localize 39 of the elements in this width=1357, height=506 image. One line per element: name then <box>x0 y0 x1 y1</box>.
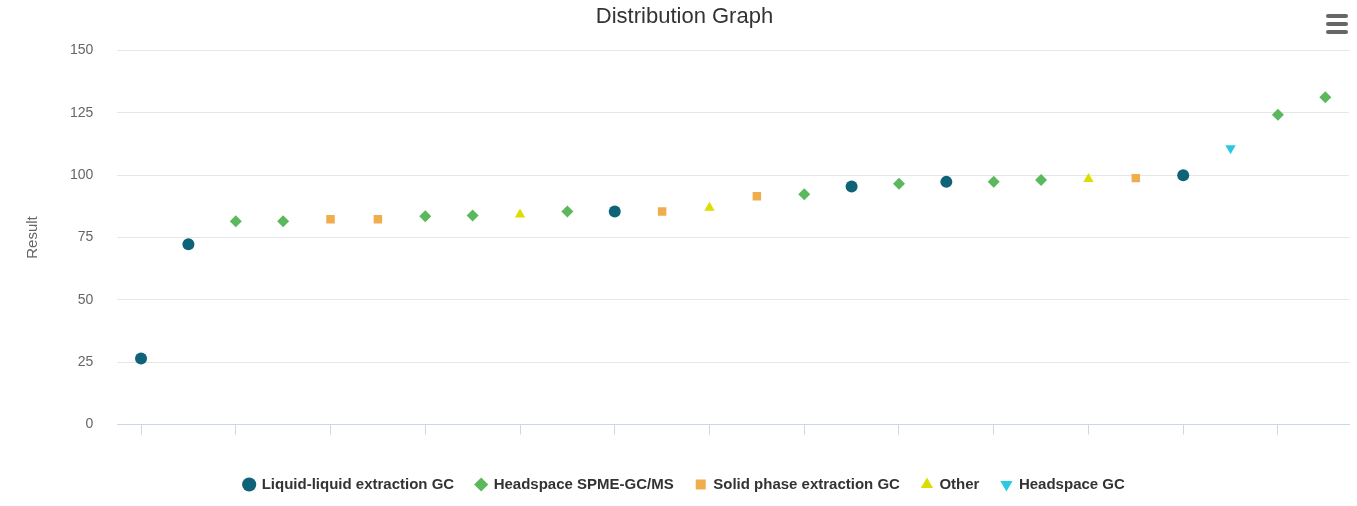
point <box>326 215 335 224</box>
point <box>561 205 574 218</box>
y-tick-label: 75 <box>77 228 94 245</box>
y-tick-label: 125 <box>70 103 94 120</box>
legend-label: Liquid-liquid extraction GC <box>261 474 455 492</box>
point <box>892 177 905 190</box>
y-tick-label: 100 <box>70 165 94 182</box>
point <box>373 215 383 224</box>
point <box>1271 108 1284 121</box>
point <box>1177 169 1190 182</box>
point <box>752 192 762 201</box>
legend-label: Headspace GC <box>1018 474 1125 492</box>
point <box>182 238 195 251</box>
point <box>1225 145 1236 155</box>
y-axis-title: Result <box>23 215 41 259</box>
point <box>1319 91 1332 104</box>
y-tick-label: 50 <box>77 290 94 307</box>
point <box>229 215 242 228</box>
chart-title: Distribution Graph <box>595 3 774 29</box>
y-tick-label: 0 <box>85 415 94 432</box>
y-tick-label: 25 <box>77 353 94 370</box>
legend-label: Headspace SPME-GC/MS <box>493 474 674 492</box>
point <box>514 208 526 218</box>
point <box>277 215 290 228</box>
legend-label: Other <box>939 474 980 492</box>
point <box>466 209 479 222</box>
point <box>940 175 953 188</box>
point <box>419 210 432 223</box>
point <box>987 175 1000 188</box>
legend-label: Solid phase extraction GC <box>713 474 901 492</box>
y-tick-label: 150 <box>70 41 94 58</box>
point <box>608 205 621 218</box>
point <box>1035 174 1048 187</box>
point <box>657 207 667 216</box>
point <box>845 180 858 193</box>
point <box>798 188 811 201</box>
point <box>1083 172 1094 182</box>
point <box>135 352 148 365</box>
point <box>704 201 715 211</box>
